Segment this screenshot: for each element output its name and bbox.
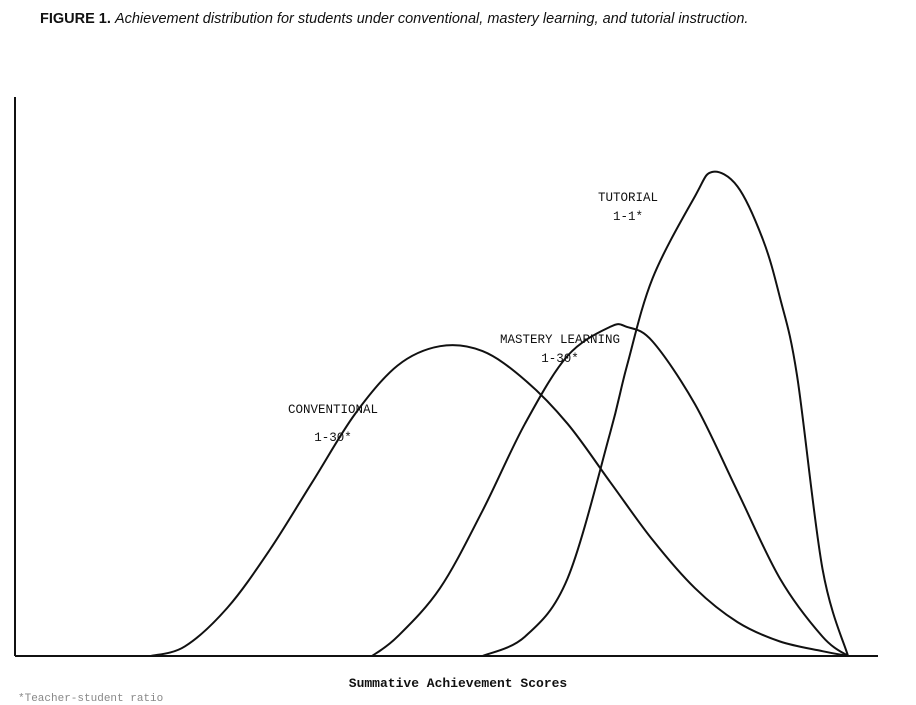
series-label-tutorial-ratio: 1-1* xyxy=(613,210,643,224)
series-label-mastery-learning-ratio: 1-30* xyxy=(541,352,579,366)
figure-caption: FIGURE 1. Achievement distribution for s… xyxy=(40,10,880,28)
series-label-conventional: CONVENTIONAL xyxy=(288,403,378,417)
curve-tutorial xyxy=(481,170,849,657)
chart-labels: CONVENTIONAL 1-30* MASTERY LEARNING 1-30* TU… xyxy=(288,191,658,445)
series-label-conventional-ratio: 1-30* xyxy=(314,431,352,445)
curve-conventional xyxy=(150,344,849,657)
figure-caption-text: Achievement distribution for students un… xyxy=(114,11,749,27)
series-label-mastery-learning: MASTERY LEARNING xyxy=(500,333,620,347)
chart-axes xyxy=(14,97,878,657)
curve-mastery-learning xyxy=(371,323,849,657)
chart-curves xyxy=(150,170,849,657)
chart-footnote: *Teacher-student ratio xyxy=(18,693,164,705)
x-axis-label: Summative Achievement Scores xyxy=(349,676,568,691)
series-label-tutorial: TUTORIAL xyxy=(598,191,658,205)
figure-label: FIGURE 1. xyxy=(40,11,111,27)
